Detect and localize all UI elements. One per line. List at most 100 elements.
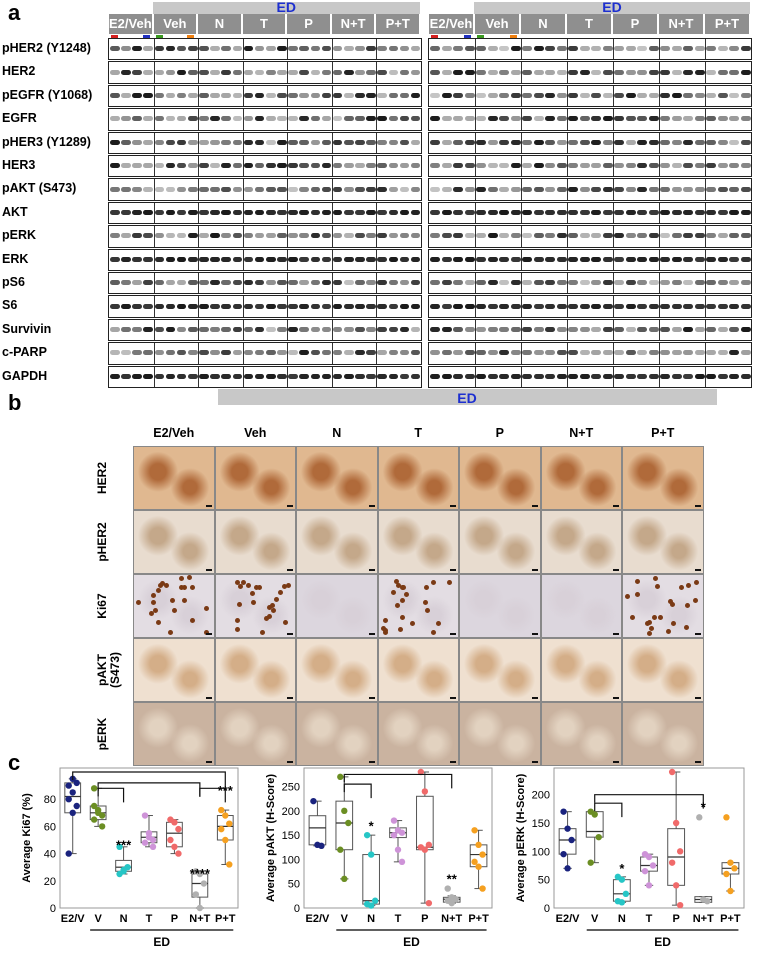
protein-band xyxy=(706,209,716,215)
protein-band xyxy=(332,209,343,215)
lane-divider xyxy=(475,39,476,60)
group-header: P+T xyxy=(376,14,419,34)
significance-stars: *** xyxy=(218,783,234,798)
x-tick-label: E2/V xyxy=(556,913,581,925)
protein-band xyxy=(591,116,601,122)
blot-row xyxy=(108,295,422,318)
lane-divider xyxy=(242,39,244,60)
scale-bar xyxy=(205,697,212,699)
protein-band xyxy=(671,209,682,215)
protein-band xyxy=(522,186,532,192)
protein-band xyxy=(366,186,376,192)
lane-divider xyxy=(705,296,706,317)
lane-divider xyxy=(659,226,660,247)
lane-divider xyxy=(198,366,200,387)
protein-band xyxy=(510,326,521,332)
protein-band xyxy=(188,186,198,192)
scale-bar xyxy=(287,633,293,635)
protein-band xyxy=(321,373,332,379)
protein-band xyxy=(453,116,463,122)
lane-divider xyxy=(376,226,378,247)
protein-band xyxy=(568,350,578,356)
data-point xyxy=(723,814,730,821)
protein-band xyxy=(277,350,287,356)
blot-row xyxy=(108,178,422,201)
protein-band xyxy=(288,233,298,239)
lane-divider xyxy=(567,156,568,177)
protein-band xyxy=(510,209,521,215)
protein-band xyxy=(288,326,298,332)
protein-band xyxy=(476,326,486,332)
lane-divider xyxy=(376,156,378,177)
lane-divider xyxy=(613,202,614,224)
blot-row xyxy=(428,248,752,271)
protein-band xyxy=(210,92,220,98)
group-header: Veh xyxy=(153,14,197,34)
x-tick-label: T xyxy=(146,913,153,925)
protein-band xyxy=(522,163,532,169)
lane-divider xyxy=(198,273,200,294)
group-header: N+T xyxy=(659,14,703,34)
protein-band xyxy=(277,92,287,98)
protein-band xyxy=(487,233,498,239)
scale-bar xyxy=(205,569,212,571)
significance-stars: *** xyxy=(116,838,132,853)
protein-band xyxy=(602,233,613,239)
blot-row-label: ERK xyxy=(2,251,29,266)
protein-band xyxy=(110,163,120,169)
protein-band xyxy=(522,139,532,145)
protein-band xyxy=(694,233,705,239)
protein-band xyxy=(683,350,693,356)
protein-band xyxy=(637,163,647,169)
ihc-tile xyxy=(214,510,296,574)
box-plot-chart: Average pAKT (H-Score) 0 50 100 150 200 250 E2/… xyxy=(265,767,493,949)
protein-band xyxy=(464,209,475,215)
protein-band xyxy=(232,209,243,215)
protein-band xyxy=(648,186,659,192)
lane-divider xyxy=(521,132,522,153)
protein-band xyxy=(476,46,486,52)
protein-band xyxy=(625,303,636,309)
protein-band xyxy=(441,233,452,239)
protein-band xyxy=(399,116,410,122)
protein-band xyxy=(648,139,659,145)
protein-band xyxy=(266,69,276,75)
significance-bracket xyxy=(72,771,226,786)
protein-band xyxy=(254,186,265,192)
data-point xyxy=(218,806,225,814)
data-point xyxy=(124,864,131,871)
blot-row xyxy=(428,365,752,388)
ihc-tile xyxy=(540,702,622,766)
data-point xyxy=(371,897,379,904)
protein-band xyxy=(410,280,421,286)
scale-bar xyxy=(613,569,619,571)
protein-band xyxy=(487,69,498,75)
protein-band xyxy=(441,139,452,145)
protein-band xyxy=(453,350,463,356)
protein-band xyxy=(683,373,693,379)
lane-divider xyxy=(287,62,289,83)
protein-band xyxy=(355,186,365,192)
lane-divider xyxy=(567,343,568,364)
protein-band xyxy=(602,280,613,286)
stained-nucleus xyxy=(204,606,210,612)
lane-divider xyxy=(521,62,522,83)
protein-band xyxy=(637,303,647,309)
stained-nucleus xyxy=(395,582,401,588)
lane-divider xyxy=(331,156,333,177)
protein-band xyxy=(453,139,463,145)
protein-band xyxy=(377,233,388,239)
protein-band xyxy=(464,46,475,52)
protein-band xyxy=(388,69,399,75)
protein-band xyxy=(729,92,739,98)
plot-frame xyxy=(303,767,493,909)
protein-band xyxy=(614,209,624,215)
scale-bar xyxy=(287,569,293,571)
protein-band xyxy=(366,209,376,215)
protein-band xyxy=(717,139,728,145)
stained-nucleus xyxy=(678,584,684,590)
protein-band xyxy=(522,69,532,75)
lane-divider xyxy=(242,249,244,270)
lane-divider xyxy=(198,202,200,224)
lane-divider xyxy=(287,156,289,177)
